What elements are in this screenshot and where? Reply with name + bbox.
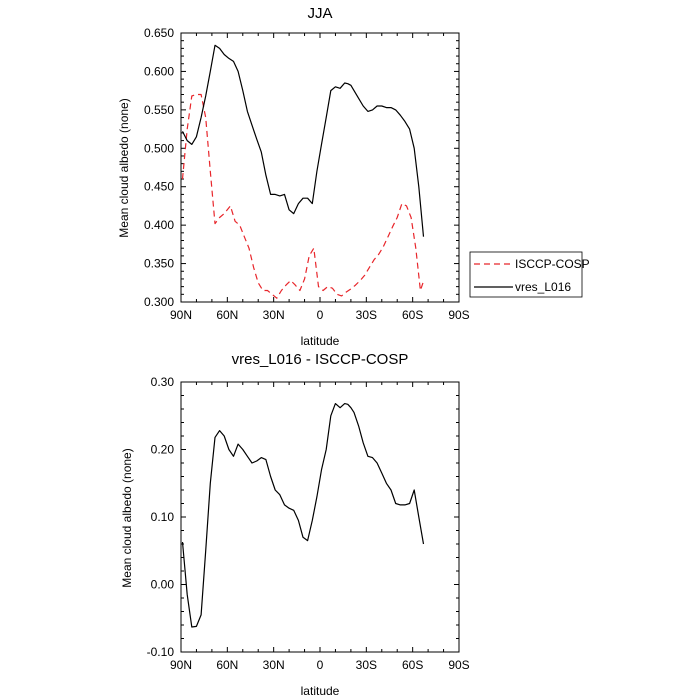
chart-bottom-series-difference-line <box>181 403 425 628</box>
chart-top-y-tick-label: 0.650 <box>144 26 174 40</box>
chart-top-y-tick-label: 0.350 <box>144 257 174 271</box>
chart-top-xlabel: latitude <box>301 334 340 348</box>
chart-top-x-tick-label: 90N <box>170 308 192 322</box>
chart-bottom-x-tick-label: 60N <box>216 658 238 672</box>
legend-label-isccp-cosp: ISCCP-COSP <box>515 257 590 271</box>
legend-box <box>469 251 583 298</box>
chart-top-x-tick-label: 30S <box>356 308 377 322</box>
chart-top-y-tick-label: 0.550 <box>144 103 174 117</box>
chart-bottom: vres_L016 - ISCCP-COSP 90N 60N 30N 0 30S 60S 9… <box>120 351 470 698</box>
chart-top-x-tick-label: 90S <box>448 308 469 322</box>
chart-top-y-tick-label: 0.300 <box>144 295 174 309</box>
chart-top-y-tick-label: 0.400 <box>144 218 174 232</box>
chart-top: JJA 90N 60N 30N 0 30S 60S 90S 0.300 0.350 0.400 0.… <box>117 5 470 348</box>
chart-bottom-x-tick-label: 30S <box>356 658 377 672</box>
chart-bottom-x-tick-label: 90S <box>448 658 469 672</box>
chart-bottom-ylabel: Mean cloud albedo (none) <box>120 448 134 587</box>
chart-top-x-tick-label: 60S <box>402 308 423 322</box>
chart-bottom-x-tick-label: 30N <box>263 658 285 672</box>
chart-bottom-frame <box>180 381 460 653</box>
chart-top-legend: ISCCP-COSP vres_L016 <box>469 251 590 298</box>
chart-top-y-tick-label: 0.500 <box>144 141 174 155</box>
chart-top-x-tick-label: 0 <box>317 308 324 322</box>
chart-top-x-tick-label: 30N <box>263 308 285 322</box>
chart-top-ylabel: Mean cloud albedo (none) <box>117 98 131 237</box>
chart-bottom-plot-area: 90N 60N 30N 0 30S 60S 90S -0.10 0.00 0.10 0.20 0.30 <box>147 375 470 672</box>
chart-top-y-tick-label: 0.600 <box>144 64 174 78</box>
chart-bottom-title: vres_L016 - ISCCP-COSP <box>232 351 409 368</box>
chart-top-x-tick-label: 60N <box>216 308 238 322</box>
chart-bottom-x-tick-label: 0 <box>317 658 324 672</box>
chart-bottom-y-tick-label: 0.00 <box>151 578 175 592</box>
chart-bottom-xlabel: latitude <box>301 684 340 698</box>
chart-top-frame <box>180 32 460 303</box>
chart-bottom-x-tick-label: 90N <box>170 658 192 672</box>
chart-bottom-y-tick-label: 0.10 <box>151 510 175 524</box>
chart-top-plot-area: 90N 60N 30N 0 30S 60S 90S 0.300 0.350 0.400 0.450 0… <box>144 26 470 322</box>
chart-top-y-tick-label: 0.450 <box>144 180 174 194</box>
chart-bottom-y-tick-label: -0.10 <box>147 645 175 659</box>
chart-top-series-vres-l016-line <box>181 44 425 237</box>
chart-top-series-isccp-cosp-line <box>181 93 425 299</box>
chart-top-title: JJA <box>307 5 332 22</box>
chart-bottom-x-tick-label: 60S <box>402 658 423 672</box>
chart-bottom-y-tick-label: 0.30 <box>151 375 175 389</box>
chart-bottom-y-tick-label: 0.20 <box>151 443 175 457</box>
legend-label-vres-l016: vres_L016 <box>515 280 571 294</box>
